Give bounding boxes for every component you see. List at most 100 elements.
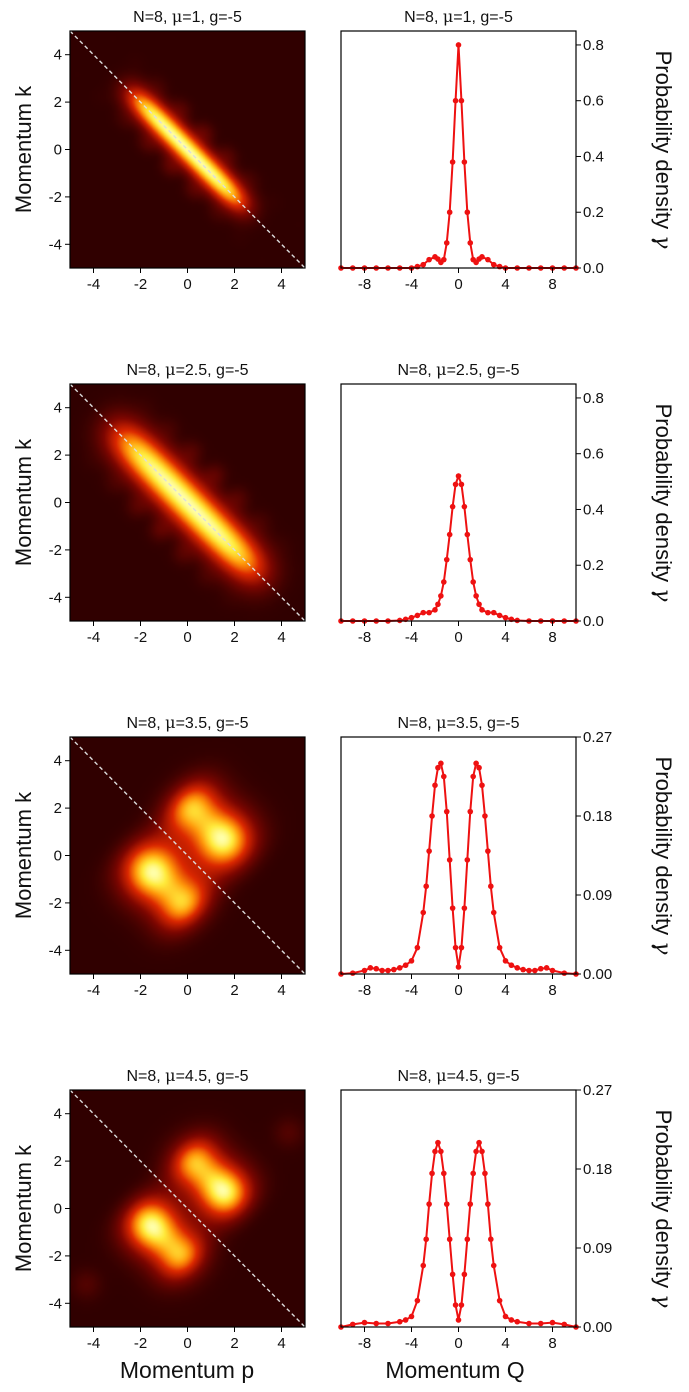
- y-tick-label: 0: [54, 142, 62, 159]
- x-tick-label: 4: [501, 982, 509, 999]
- data-point: [479, 782, 485, 789]
- x-tick-label: -4: [405, 982, 418, 999]
- x-tick-label: -8: [358, 982, 371, 999]
- data-point: [455, 473, 462, 479]
- data-point: [438, 760, 444, 767]
- data-point: [396, 1318, 403, 1325]
- data-point: [429, 813, 435, 819]
- y-tick-label: 0.0: [583, 613, 604, 630]
- density-panel-4: N=8, μ=4.5, g=-5 -8 -4 0 4 8 0.00 0.09 0.18 0.27 P…: [338, 1066, 676, 1352]
- data-point: [349, 1321, 356, 1328]
- y-tick-label: 2: [54, 800, 62, 817]
- heatmap-panel-4: N=8, μ=4.5, g=-5 -4 -2 0 2 4 -4 -2 0 2 4 Momentum k: [11, 1066, 306, 1352]
- data-point: [543, 965, 550, 971]
- x-tick-label: -2: [134, 276, 147, 293]
- data-point: [476, 1139, 482, 1146]
- x-tick-label: -2: [134, 629, 147, 646]
- data-point: [467, 240, 474, 246]
- x-tick-label: 4: [277, 982, 285, 999]
- data-point: [426, 1201, 432, 1207]
- data-point: [443, 1201, 450, 1207]
- data-point: [449, 905, 456, 911]
- x-tick-label: -4: [87, 982, 100, 999]
- data-point: [443, 556, 450, 563]
- data-point: [464, 857, 471, 863]
- data-point: [449, 503, 456, 510]
- x-tick-label: 4: [501, 1335, 509, 1352]
- y-tick-label: -4: [49, 589, 62, 606]
- plot-background: [341, 31, 576, 268]
- data-point: [464, 1236, 471, 1243]
- data-point: [414, 612, 421, 619]
- data-point: [391, 966, 397, 973]
- y-tick-label: 0.6: [583, 93, 604, 110]
- x-tick-label: -2: [134, 1335, 147, 1352]
- data-point: [435, 1139, 441, 1146]
- data-point: [426, 848, 432, 854]
- data-point: [441, 256, 447, 263]
- panel-title: N=8, μ=4.5, g=-5: [126, 1066, 248, 1085]
- data-point: [473, 760, 479, 767]
- x-tick-label: 8: [548, 629, 556, 646]
- y-axis-label: Momentum k: [11, 85, 36, 213]
- y-tick-label: 0.09: [583, 887, 612, 904]
- x-tick-label: 0: [454, 982, 462, 999]
- y-tick-label: -2: [49, 542, 62, 559]
- y-axis-label: Momentum k: [11, 791, 36, 919]
- x-tick-label: -4: [405, 1335, 418, 1352]
- data-point: [473, 1148, 479, 1155]
- panel-title: N=8, μ=4.5, g=-5: [397, 1066, 519, 1085]
- y-tick-label: 0.0: [583, 260, 604, 277]
- data-point: [426, 609, 432, 616]
- y-tick-label: 0: [54, 1201, 62, 1218]
- x-tick-label: 0: [454, 1335, 462, 1352]
- data-point: [470, 1170, 476, 1177]
- x-tick-label: 0: [183, 276, 191, 293]
- panel-title: N=8, μ=2.5, g=-5: [397, 360, 519, 379]
- x-tick-label: 2: [230, 276, 238, 293]
- data-point: [423, 1236, 429, 1243]
- data-point: [420, 909, 427, 916]
- data-point: [408, 1313, 415, 1320]
- density-panel-3: N=8, μ=3.5, g=-5 -8 -4 0 4 8 0.00 0.09 0.18 0.27 P…: [338, 713, 676, 999]
- y-tick-label: 0.4: [583, 501, 604, 518]
- data-point: [432, 607, 438, 613]
- data-point: [514, 965, 521, 971]
- y-tick-label: 0.8: [583, 390, 604, 407]
- x-tick-label: 8: [548, 276, 556, 293]
- x-tick-label: 2: [230, 1335, 238, 1352]
- x-tick-label: 4: [277, 629, 285, 646]
- x-tick-label: 0: [183, 1335, 191, 1352]
- data-point: [479, 254, 485, 260]
- data-point: [537, 965, 544, 972]
- data-point: [458, 481, 465, 488]
- x-tick-label: 8: [548, 1335, 556, 1352]
- data-point: [467, 556, 474, 563]
- data-point: [443, 808, 450, 815]
- density-panel-1: N=8, μ=1, g=-5 -8 -4 0 4 8 0.0 0.2 0.4 0.6 0.8 Prob…: [338, 7, 676, 293]
- data-point: [508, 962, 515, 969]
- x-tick-label: 8: [548, 982, 556, 999]
- data-point: [561, 1321, 568, 1328]
- x-tick-label: 0: [183, 982, 191, 999]
- y-tick-label: 4: [54, 400, 62, 417]
- y-tick-label: 4: [54, 47, 62, 64]
- data-point: [502, 1313, 509, 1320]
- data-point: [467, 808, 474, 815]
- data-point: [549, 967, 556, 974]
- data-point: [438, 593, 444, 599]
- data-point: [441, 773, 447, 780]
- data-point: [502, 614, 509, 621]
- data-point: [461, 905, 468, 911]
- y-tick-label: 0.6: [583, 446, 604, 463]
- data-point: [473, 593, 479, 599]
- data-point: [441, 579, 447, 585]
- y-tick-label: -2: [49, 1248, 62, 1265]
- data-point: [479, 607, 485, 613]
- data-point: [402, 962, 409, 969]
- data-point: [479, 1148, 485, 1155]
- data-point: [549, 1319, 556, 1326]
- data-point: [485, 848, 491, 854]
- x-tick-label: 0: [454, 276, 462, 293]
- x-tick-label: -4: [87, 1335, 100, 1352]
